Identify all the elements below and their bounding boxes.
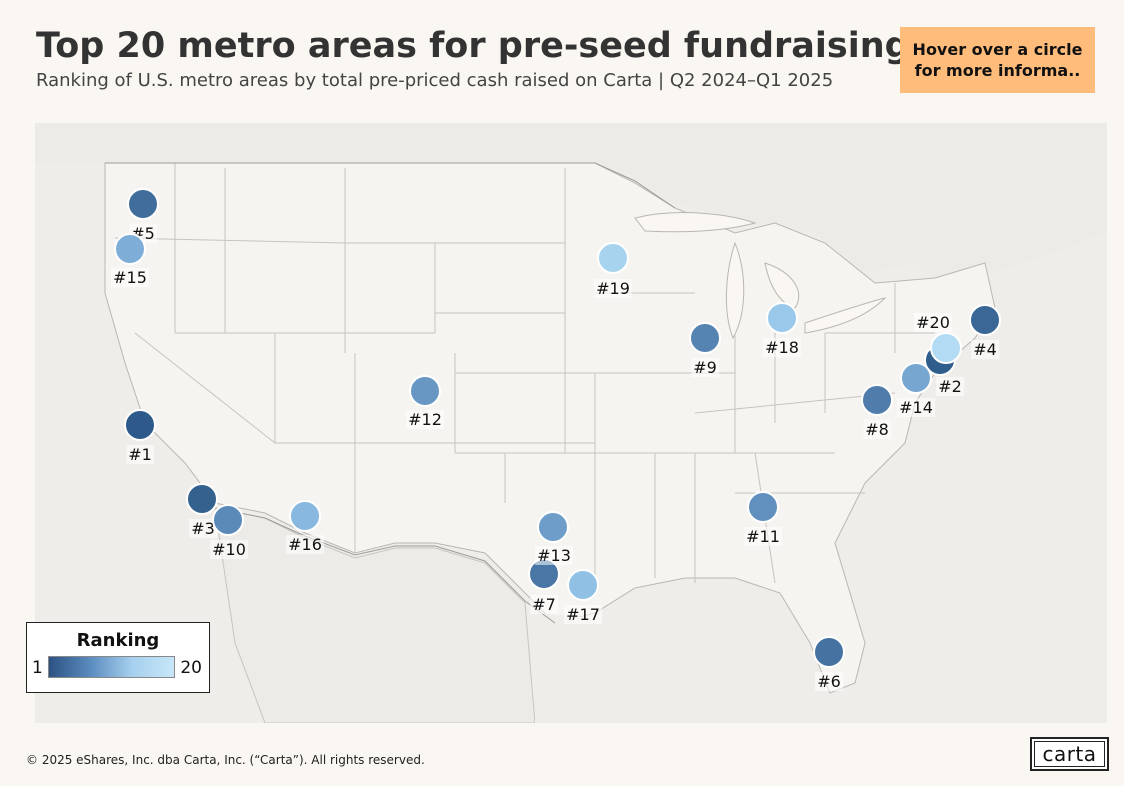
metro-rank-label-14: #14	[897, 398, 935, 417]
lake-michigan	[726, 241, 745, 340]
metro-rank-label-11: #11	[744, 527, 782, 546]
metro-marker-3[interactable]	[186, 483, 218, 515]
metro-marker-5[interactable]	[127, 188, 159, 220]
metro-rank-label-18: #18	[763, 338, 801, 357]
metro-marker-19[interactable]	[597, 242, 629, 274]
metro-marker-18[interactable]	[766, 302, 798, 334]
carta-logo[interactable]: carta	[1030, 737, 1109, 771]
lake-erie	[804, 297, 887, 334]
metro-marker-15[interactable]	[114, 233, 146, 265]
metro-marker-8[interactable]	[861, 384, 893, 416]
page-subtitle: Ranking of U.S. metro areas by total pre…	[36, 70, 834, 91]
hover-hint-box: Hover over a circle for more informa..	[900, 27, 1095, 93]
us-landmass	[104, 162, 996, 694]
metro-rank-label-3: #3	[189, 519, 217, 538]
metro-rank-label-2: #2	[936, 377, 964, 396]
metro-rank-label-6: #6	[815, 672, 843, 691]
legend-max-label: 20	[180, 658, 202, 678]
metro-marker-12[interactable]	[409, 375, 441, 407]
lake-superior	[634, 212, 757, 233]
metro-marker-13[interactable]	[537, 511, 569, 543]
metro-marker-10[interactable]	[212, 504, 244, 536]
metro-rank-label-20: #20	[914, 313, 952, 332]
metro-marker-6[interactable]	[813, 636, 845, 668]
metro-marker-16[interactable]	[289, 500, 321, 532]
copyright-text: © 2025 eShares, Inc. dba Carta, Inc. (“C…	[26, 753, 425, 767]
metro-marker-4[interactable]	[969, 304, 1001, 336]
metro-rank-label-16: #16	[286, 535, 324, 554]
metro-rank-label-9: #9	[691, 358, 719, 377]
metro-rank-label-7: #7	[530, 595, 558, 614]
metro-marker-20[interactable]	[930, 332, 962, 364]
metro-rank-label-4: #4	[971, 340, 999, 359]
us-basemap	[35, 123, 1107, 723]
metro-rank-label-19: #19	[594, 279, 632, 298]
metro-rank-label-17: #17	[564, 605, 602, 624]
legend-title: Ranking	[76, 630, 160, 651]
metro-rank-label-10: #10	[210, 540, 248, 559]
metro-marker-17[interactable]	[567, 569, 599, 601]
metro-rank-label-8: #8	[863, 420, 891, 439]
metro-marker-9[interactable]	[689, 322, 721, 354]
metro-rank-label-15: #15	[111, 268, 149, 287]
ranking-legend: Ranking 1 20	[26, 622, 210, 693]
legend-color-scale	[48, 656, 175, 678]
metro-rank-label-13: #13	[535, 546, 573, 565]
metro-marker-1[interactable]	[124, 409, 156, 441]
metro-rank-label-1: #1	[126, 445, 154, 464]
carta-logo-text: carta	[1034, 741, 1105, 767]
page-title: Top 20 metro areas for pre-seed fundrais…	[36, 26, 910, 66]
metro-rank-label-12: #12	[406, 410, 444, 429]
metro-marker-11[interactable]	[747, 491, 779, 523]
legend-min-label: 1	[32, 658, 43, 678]
us-map[interactable]: #1 #2 #3 #4 #5 #6 #7 #8 #9 #10 #11 #12 #13 #14 #15 #16 #…	[35, 123, 1107, 723]
metro-marker-14[interactable]	[900, 362, 932, 394]
